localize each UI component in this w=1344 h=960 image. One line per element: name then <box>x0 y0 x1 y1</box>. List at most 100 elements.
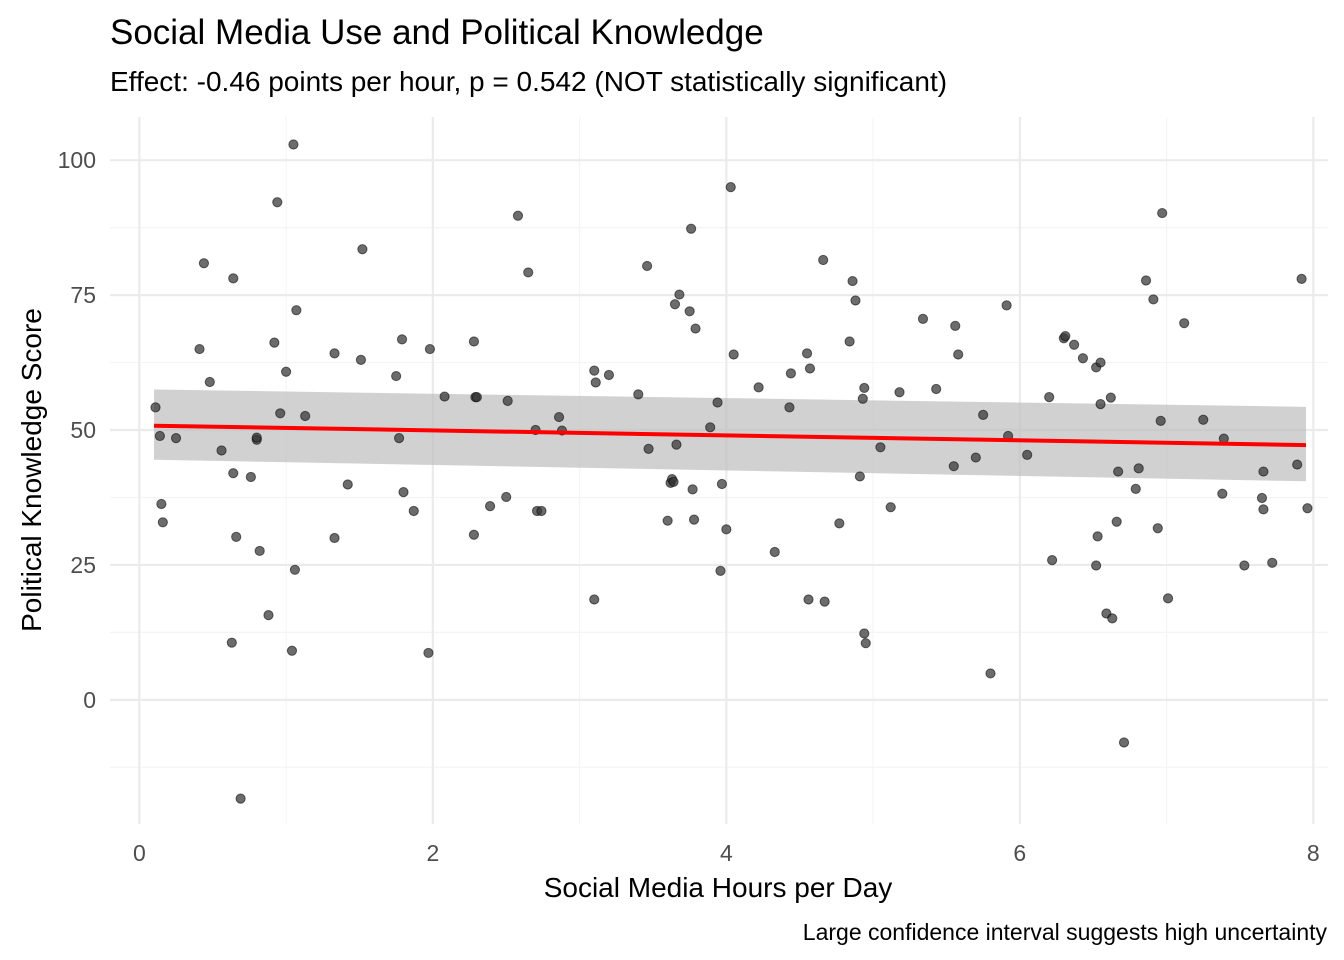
data-point <box>391 370 402 382</box>
data-point <box>1155 415 1166 426</box>
data-point <box>1077 353 1089 364</box>
data-point <box>1113 466 1124 477</box>
chart-title: Social Media Use and Political Knowledge <box>110 13 764 52</box>
y-tick-label: 0 <box>83 687 96 713</box>
data-point <box>1095 399 1106 410</box>
data-point <box>978 409 989 421</box>
x-tick-label: 8 <box>1307 840 1320 866</box>
data-point <box>662 515 673 526</box>
data-point <box>194 343 205 355</box>
data-point <box>1198 414 1209 425</box>
data-point <box>669 299 681 310</box>
data-point <box>712 397 723 408</box>
data-point <box>785 368 797 379</box>
data-point <box>245 471 256 483</box>
data-point <box>687 484 698 495</box>
data-point <box>1258 466 1269 477</box>
data-point <box>1148 294 1159 305</box>
data-point <box>589 594 600 605</box>
y-tick-label: 75 <box>70 282 96 308</box>
data-point <box>603 369 615 381</box>
data-point <box>468 529 480 540</box>
data-point <box>272 197 283 208</box>
x-tick-label: 4 <box>720 840 733 866</box>
data-point <box>818 254 829 266</box>
data-point <box>1047 554 1058 566</box>
regression-line <box>153 423 1307 448</box>
data-point <box>231 531 242 542</box>
y-tick-label: 100 <box>58 147 96 173</box>
data-point <box>668 476 679 487</box>
data-point <box>289 564 301 575</box>
data-point <box>251 432 262 443</box>
data-point <box>847 275 858 287</box>
data-point <box>1091 560 1102 571</box>
data-point <box>834 518 845 529</box>
data-point <box>275 408 286 419</box>
data-point <box>1162 593 1174 604</box>
data-point <box>269 337 280 348</box>
data-point <box>985 668 996 679</box>
data-point <box>228 468 239 479</box>
data-point <box>854 471 865 482</box>
data-point <box>950 320 961 331</box>
data-point <box>684 306 695 317</box>
data-point <box>1152 523 1163 534</box>
data-point <box>398 486 409 498</box>
data-point <box>157 517 168 528</box>
data-point <box>671 439 682 450</box>
data-point <box>859 382 870 394</box>
data-point <box>1060 331 1071 342</box>
data-point <box>1130 483 1141 494</box>
data-point <box>970 452 981 463</box>
data-point <box>329 532 340 544</box>
data-point <box>228 273 239 284</box>
data-point <box>804 363 816 374</box>
data-point <box>254 545 265 557</box>
data-point <box>355 354 367 365</box>
data-point <box>844 336 855 347</box>
data-point <box>280 366 292 377</box>
data-point <box>1157 207 1168 219</box>
data-point <box>226 637 237 648</box>
data-point <box>1296 273 1307 285</box>
data-point <box>590 377 601 388</box>
data-point <box>1302 503 1313 514</box>
data-point <box>1133 463 1144 474</box>
data-point <box>728 349 739 360</box>
data-point <box>468 336 480 347</box>
data-point <box>860 638 871 649</box>
data-point <box>769 546 780 558</box>
data-point <box>484 501 496 512</box>
data-point <box>536 505 547 517</box>
chart-caption: Large confidence interval suggests high … <box>803 919 1328 945</box>
data-point <box>721 524 732 535</box>
data-point <box>1239 560 1250 571</box>
y-tick-labels: 0 25 50 75 100 <box>58 147 96 713</box>
data-point <box>1217 488 1228 499</box>
data-point <box>1022 449 1033 460</box>
data-point <box>408 505 419 517</box>
data-point <box>393 433 405 444</box>
data-point <box>674 289 685 300</box>
data-point <box>688 514 700 525</box>
data-point <box>170 433 182 444</box>
data-point <box>1256 492 1268 504</box>
data-point <box>643 443 654 455</box>
x-axis-label: Social Media Hours per Day <box>544 872 893 903</box>
data-point <box>1258 504 1269 515</box>
data-point <box>716 478 728 490</box>
data-point <box>423 647 434 659</box>
data-point <box>931 383 942 395</box>
minor-grid <box>110 117 1328 824</box>
x-tick-labels: 0 2 4 6 8 <box>133 840 1320 866</box>
data-point <box>512 210 524 221</box>
data-point <box>641 260 653 272</box>
data-point <box>198 258 210 269</box>
data-point <box>686 223 697 234</box>
data-point <box>1001 300 1012 311</box>
data-point <box>875 442 886 453</box>
data-point <box>859 628 870 639</box>
data-point <box>424 343 436 355</box>
